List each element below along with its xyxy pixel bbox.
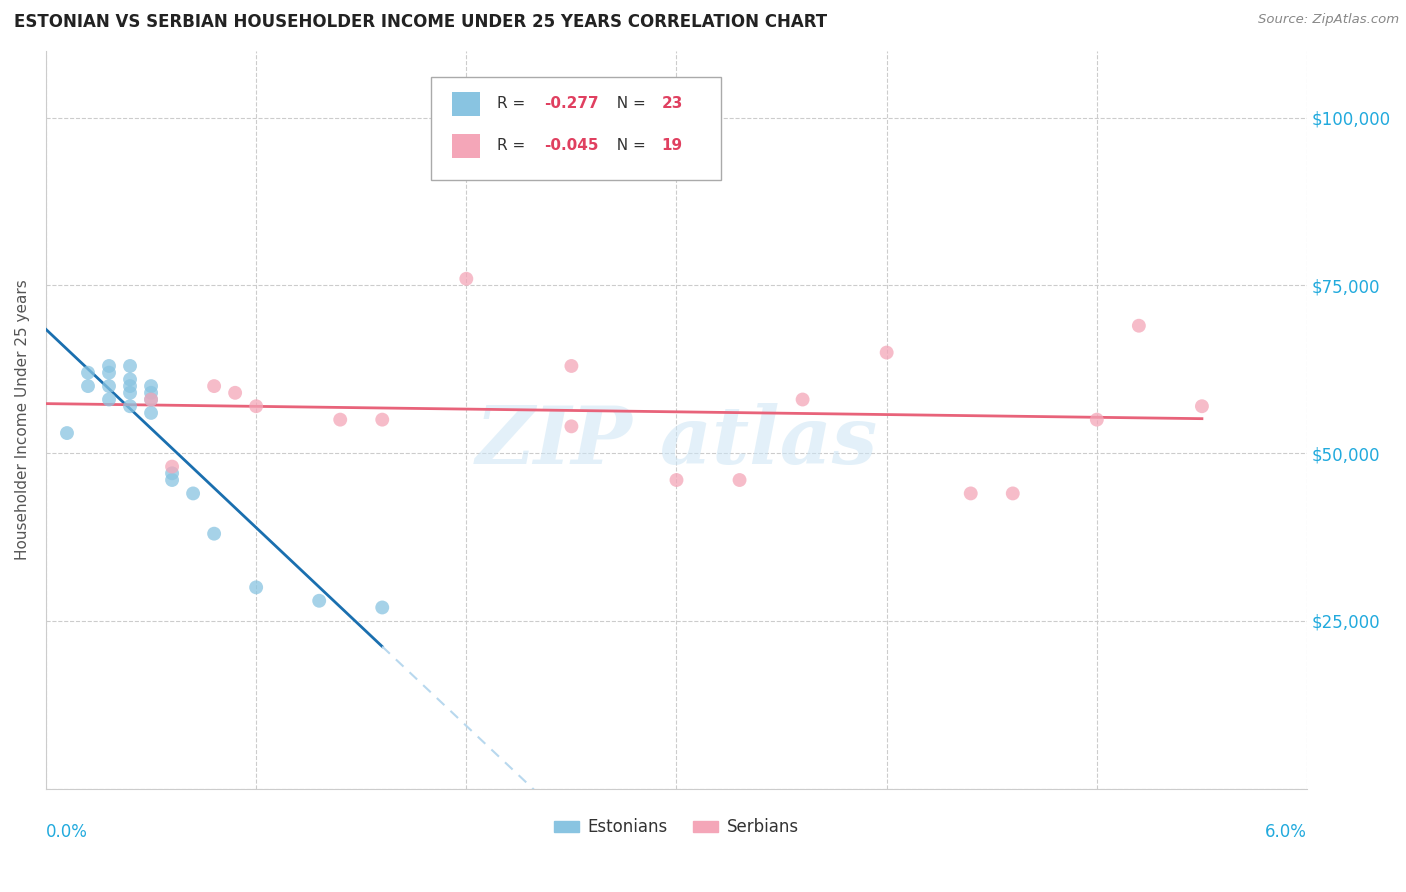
Point (118, 372, 141, 386)
Point (98, 379, 121, 393)
Point (202, 379, 225, 393)
Point (118, 385, 141, 400)
Point (1128, 318, 1150, 333)
FancyBboxPatch shape (451, 134, 479, 158)
Point (1085, 412, 1108, 426)
FancyBboxPatch shape (451, 92, 479, 116)
Point (456, 272, 478, 286)
Point (245, 399, 267, 413)
Text: 6.0%: 6.0% (1265, 823, 1308, 841)
Point (728, 473, 751, 487)
Point (1001, 486, 1024, 500)
Point (202, 526, 225, 541)
Point (329, 412, 352, 426)
Text: -0.277: -0.277 (544, 95, 599, 111)
Text: N =: N = (607, 138, 651, 153)
Text: -0.045: -0.045 (544, 138, 599, 153)
Point (139, 385, 162, 400)
Text: Source: ZipAtlas.com: Source: ZipAtlas.com (1258, 13, 1399, 27)
Point (371, 600, 394, 615)
Text: ZIP atlas: ZIP atlas (475, 403, 877, 481)
Point (139, 379, 162, 393)
Point (1191, 399, 1213, 413)
FancyBboxPatch shape (430, 77, 721, 180)
Point (56, 425, 79, 440)
Point (98, 359, 121, 373)
Text: ESTONIAN VS SERBIAN HOUSEHOLDER INCOME UNDER 25 YEARS CORRELATION CHART: ESTONIAN VS SERBIAN HOUSEHOLDER INCOME U… (14, 13, 827, 31)
Point (160, 467, 183, 481)
Point (308, 594, 330, 608)
Point (160, 473, 183, 487)
Text: 23: 23 (661, 95, 683, 111)
Point (98, 366, 121, 380)
Point (77, 379, 100, 393)
Point (371, 412, 394, 426)
Point (876, 345, 898, 359)
Text: R =: R = (498, 95, 530, 111)
Point (160, 459, 183, 474)
Legend: Estonians, Serbians: Estonians, Serbians (548, 812, 806, 843)
Point (560, 359, 582, 373)
Point (139, 392, 162, 407)
Point (245, 580, 267, 594)
Point (139, 392, 162, 407)
Point (77, 366, 100, 380)
Point (959, 486, 981, 500)
Point (665, 473, 688, 487)
Point (118, 379, 141, 393)
Point (118, 399, 141, 413)
Point (792, 392, 814, 407)
Point (224, 385, 246, 400)
Point (560, 419, 582, 434)
Y-axis label: Householder Income Under 25 years: Householder Income Under 25 years (15, 279, 30, 560)
Text: N =: N = (607, 95, 651, 111)
Point (181, 486, 204, 500)
Point (118, 359, 141, 373)
Text: 19: 19 (661, 138, 682, 153)
Text: 0.0%: 0.0% (46, 823, 87, 841)
Point (139, 406, 162, 420)
Text: R =: R = (498, 138, 530, 153)
Point (98, 392, 121, 407)
